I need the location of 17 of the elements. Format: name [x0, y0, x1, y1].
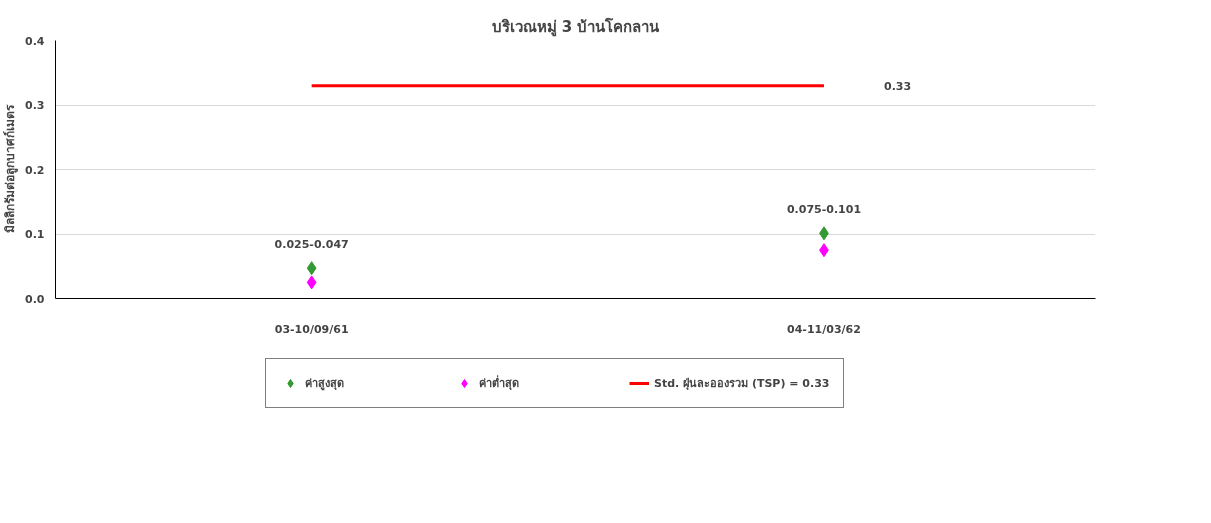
- y-tick-label: 0.1: [25, 228, 45, 241]
- legend-label: ค่าต่ำสุด: [479, 374, 519, 392]
- x-tick-label: 03-10/09/61: [274, 322, 349, 336]
- y-tick-label: 0.4: [25, 34, 45, 48]
- y-tick-label: 0.3: [25, 99, 45, 112]
- y-tick-label: 0.2: [25, 163, 45, 177]
- y-axis-title: มิลลิกรัมต่อลูกบาศก์เมตร: [3, 104, 19, 234]
- annotation: 0.33: [883, 79, 912, 93]
- annotation: 0.075-0.101: [786, 203, 862, 217]
- x-tick-label: 04-11/03/62: [787, 322, 861, 336]
- legend-label: Std. ฝุ่นละอองรวม (TSP) = 0.33: [654, 376, 830, 392]
- point: [306, 261, 317, 276]
- legend-label: ค่าสูงสุด: [305, 376, 344, 392]
- annotation: 0.025-0.047: [274, 238, 349, 252]
- point: [306, 275, 317, 290]
- chart-title: บริเวณหมู่ 3 บ้านโคกลาน: [491, 16, 661, 37]
- y-tick-label: 0.0: [25, 292, 45, 306]
